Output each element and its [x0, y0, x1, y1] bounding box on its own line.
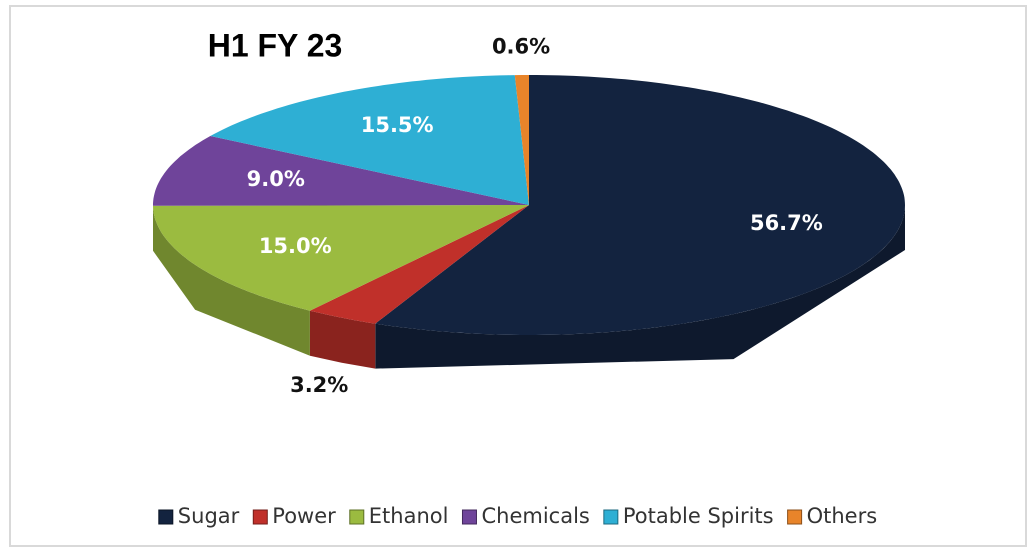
pie: 56.7% 3.2% 15.0% 9.0% 15.5% 0.6%	[153, 34, 905, 397]
slice-side	[309, 310, 376, 369]
legend-label: Potable Spirits	[623, 504, 774, 528]
data-label: 15.0%	[259, 234, 332, 258]
legend-label: Chemicals	[481, 504, 589, 528]
data-label: 3.2%	[290, 373, 348, 397]
legend-label: Power	[272, 504, 336, 528]
slice	[153, 136, 529, 206]
legend-swatch	[349, 509, 365, 525]
data-label: 56.7%	[750, 211, 823, 235]
data-label: 15.5%	[361, 113, 434, 137]
slice	[375, 75, 905, 335]
slice-side	[375, 205, 905, 369]
slice	[309, 205, 529, 324]
data-label: 0.6%	[492, 34, 550, 58]
legend-swatch	[603, 509, 619, 525]
slice	[514, 75, 529, 205]
data-label: 9.0%	[247, 167, 305, 191]
legend-label: Ethanol	[369, 504, 449, 528]
slice	[210, 75, 530, 205]
slice-side	[153, 205, 310, 356]
legend-label: Sugar	[178, 504, 240, 528]
legend: Sugar Power Ethanol Chemicals Potable Spirit…	[158, 504, 878, 528]
chart-title: H1 FY 23	[208, 27, 343, 63]
legend-label: Others	[807, 504, 878, 528]
legend-swatch	[252, 509, 268, 525]
legend-swatch	[787, 509, 803, 525]
slice	[153, 205, 529, 311]
legend-swatch	[461, 509, 477, 525]
legend-swatch	[158, 509, 174, 525]
